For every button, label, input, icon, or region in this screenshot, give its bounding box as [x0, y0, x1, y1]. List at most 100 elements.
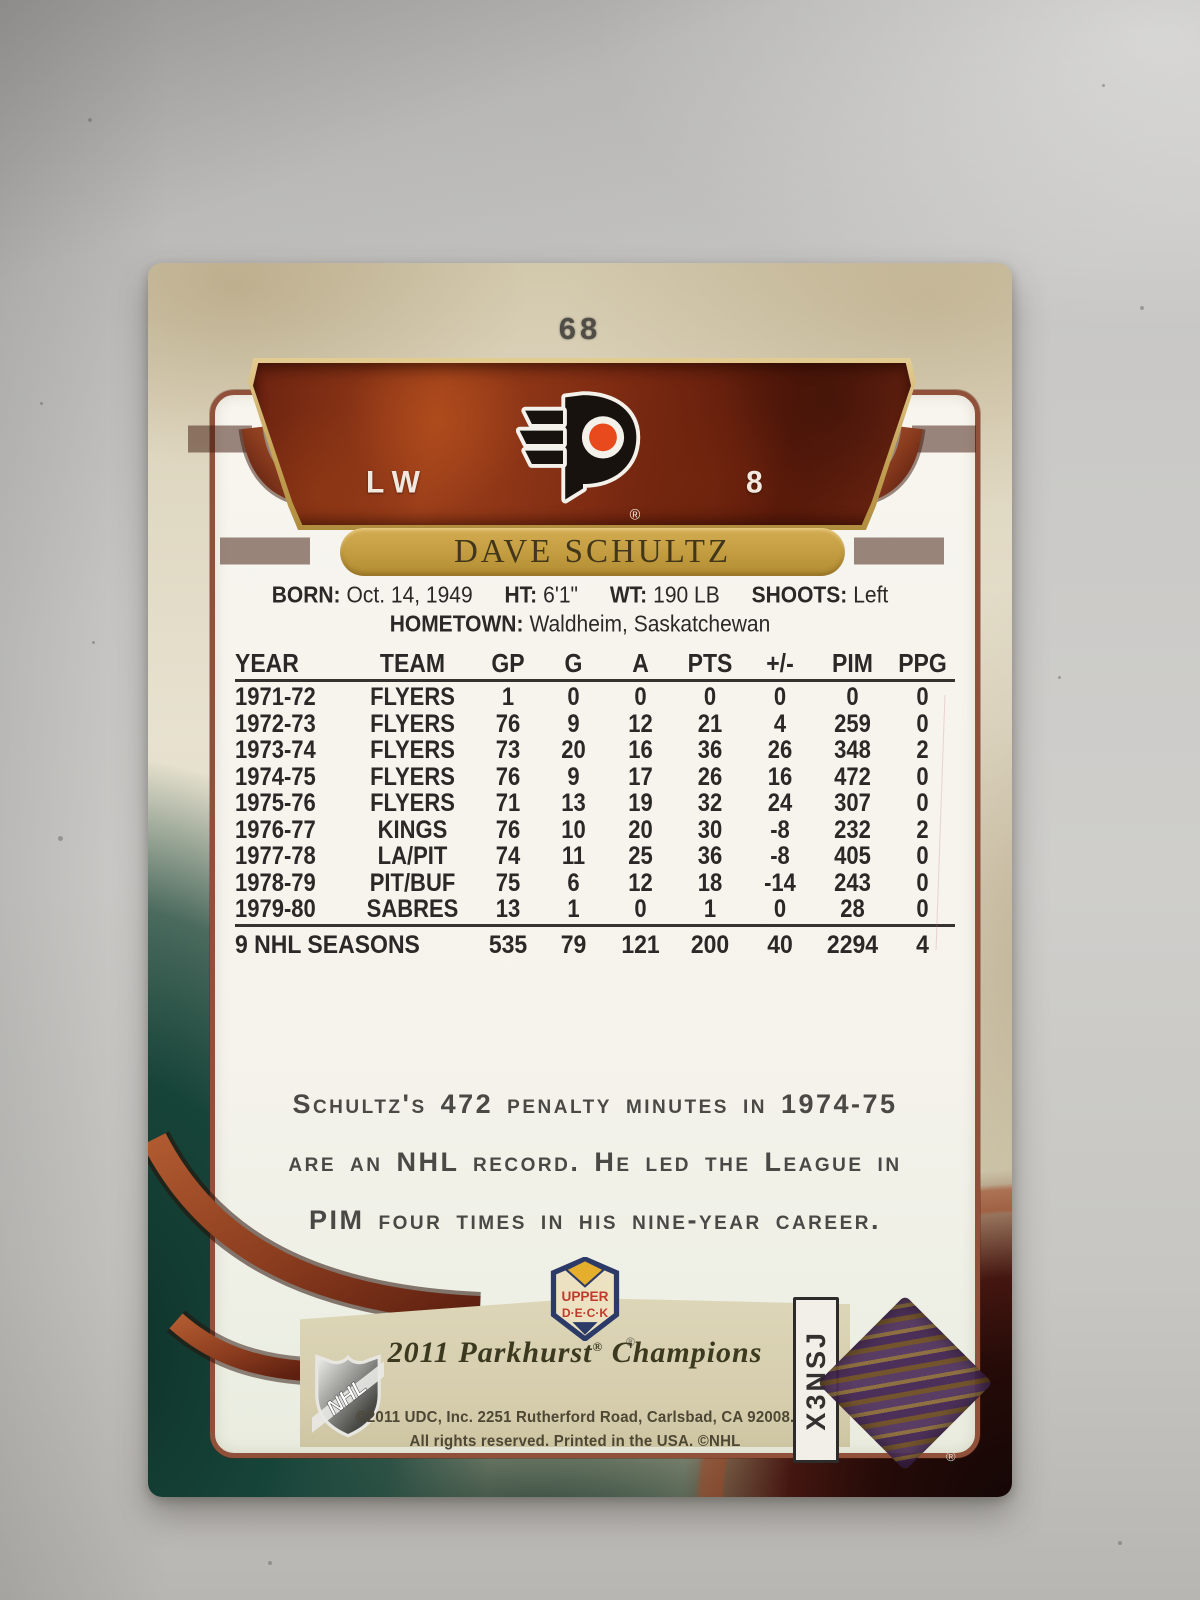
stat-cell: LA/PIT: [377, 841, 448, 870]
stat-col-header: PIM: [832, 648, 873, 678]
stats-row: 1974-75 FLYERS 76 9 17 26 16 472 0: [235, 761, 955, 791]
totals-cell: 535: [488, 929, 528, 958]
stat-col-header: +/-: [766, 648, 794, 678]
stat-col-header: A: [632, 648, 649, 678]
stat-cell: 19: [628, 788, 653, 817]
stat-cell: 2: [916, 735, 929, 764]
stat-cell: KINGS: [377, 814, 448, 843]
stat-cell: 0: [773, 894, 787, 923]
team-banner: LW 8 ®: [248, 358, 916, 530]
stat-cell: 1: [567, 894, 580, 923]
stat-cell: 0: [916, 841, 929, 870]
stat-cell: FLYERS: [370, 735, 455, 764]
header-rule: [235, 679, 955, 682]
stat-cell: 76: [495, 814, 521, 843]
stat-cell: 0: [916, 867, 929, 896]
totals-cell: 2294: [826, 929, 879, 958]
stats-row: 1977-78 LA/PIT 74 11 25 36 -8 405 0: [235, 841, 955, 870]
stat-cell: 1: [501, 682, 515, 711]
stat-cell: -8: [770, 814, 790, 843]
stats-row: 1975-76 FLYERS 71 13 19 32 24 307 0: [235, 788, 955, 817]
stat-cell: 24: [767, 788, 793, 817]
career-note-line: Schultz's 472 penalty minutes in 1974-75: [292, 1089, 898, 1119]
upper-deck-text-2: D·E·C·K: [562, 1306, 609, 1320]
stat-cell: 1971-72: [235, 682, 316, 711]
bio-line-1: BORN: Oct. 14, 1949 HT: 6'1" WT: 190 LB SHO…: [195, 583, 965, 609]
stat-cell: -8: [770, 841, 790, 870]
dust-speck: [92, 641, 95, 644]
stat-cell: 36: [697, 735, 723, 764]
career-note-line: are an NHL record. He led the League in: [288, 1147, 902, 1177]
stat-cell: 0: [916, 761, 929, 790]
born-label: BORN:: [271, 583, 341, 608]
stat-cell: 0: [634, 894, 647, 923]
totals-cell: 40: [767, 929, 793, 958]
bio-line-2: HOMETOWN: Waldheim, Saskatchewan: [195, 612, 965, 638]
stat-col-header: GP: [491, 648, 525, 678]
dust-speck: [1140, 306, 1144, 310]
upper-deck-registered-mark: ®: [626, 1335, 635, 1349]
stats-row: 1978-79 PIT/BUF 75 6 12 18 -14 243 0: [235, 867, 955, 897]
set-name-post: Champions: [611, 1336, 763, 1369]
dust-speck: [40, 402, 43, 405]
stats-row: 1976-77 KINGS 76 10 20 30 -8 232 2: [235, 814, 955, 844]
nhl-shield-logo-icon: NHL: [312, 1354, 384, 1439]
wood-bracket-bottom-left: [148, 1131, 481, 1385]
stat-cell: SABRES: [366, 894, 459, 923]
stat-cell: 71: [495, 788, 521, 817]
dust-speck: [1118, 1541, 1122, 1545]
stat-col-header: PTS: [687, 648, 733, 678]
stat-cell: 25: [628, 841, 653, 870]
weight-value: 190 LB: [653, 583, 720, 608]
stat-cell: 259: [834, 708, 871, 737]
stat-cell: 0: [916, 708, 929, 737]
stat-cell: 10: [561, 814, 586, 843]
stat-cell: 2: [916, 814, 929, 843]
stat-cell: 76: [495, 761, 521, 790]
career-note: Schultz's 472 penalty minutes in 1974-75…: [210, 1089, 980, 1263]
position-label: LW: [366, 464, 429, 500]
copyright-line-2: All rights reserved. Printed in the USA.…: [409, 1432, 741, 1451]
career-stats-table: YEAR TEAM GP G A PTS +/- PIM PPG 1971-72…: [235, 648, 955, 960]
height-label: HT:: [504, 583, 538, 608]
born-value: Oct. 14, 1949: [346, 583, 473, 608]
flyers-winged-p-logo-icon: ®: [516, 391, 641, 524]
stat-cell: 16: [628, 735, 653, 764]
stat-cell: 0: [773, 682, 787, 711]
stat-cell: 11: [561, 841, 586, 870]
totals-label: 9 NHL SEASONS: [235, 929, 420, 958]
stat-cell: 16: [767, 761, 793, 790]
stat-cell: 76: [495, 708, 521, 737]
stat-cell: 0: [567, 682, 580, 711]
stat-cell: 1977-78: [235, 841, 316, 870]
stat-cell: 1: [703, 894, 717, 923]
hometown-value: Waldheim, Saskatchewan: [529, 612, 771, 637]
totals-cell: 121: [621, 929, 660, 958]
dust-speck: [268, 1561, 272, 1565]
dust-speck: [58, 836, 63, 841]
dust-speck: [1102, 84, 1105, 87]
set-name: 2011 Parkhurst® Champions: [300, 1336, 850, 1370]
stat-cell: 20: [561, 735, 586, 764]
stat-cell: 17: [628, 761, 653, 790]
stat-cell: 13: [561, 788, 586, 817]
stat-cell: 20: [628, 814, 653, 843]
upper-deck-logo-icon: UPPER D·E·C·K: [550, 1257, 620, 1341]
shoots-value: Left: [853, 583, 889, 608]
stat-cell: 26: [697, 761, 723, 790]
stat-cell: 12: [628, 708, 653, 737]
stats-row: 1972-73 FLYERS 76 9 12 21 4 259 0: [235, 708, 955, 738]
player-name-banner: DAVE SCHULTZ: [340, 528, 845, 576]
totals-rule: [235, 923, 955, 927]
stat-cell: 1974-75: [235, 761, 316, 790]
stat-cell: 36: [697, 841, 723, 870]
stat-cell: FLYERS: [370, 761, 455, 790]
stat-cell: 21: [697, 708, 723, 737]
stat-cell: 472: [834, 761, 871, 790]
stat-cell: 32: [697, 788, 723, 817]
stat-col-header: G: [564, 648, 583, 678]
totals-cell: 200: [690, 929, 730, 958]
stat-cell: 348: [834, 735, 871, 764]
stat-cell: 0: [916, 682, 929, 711]
